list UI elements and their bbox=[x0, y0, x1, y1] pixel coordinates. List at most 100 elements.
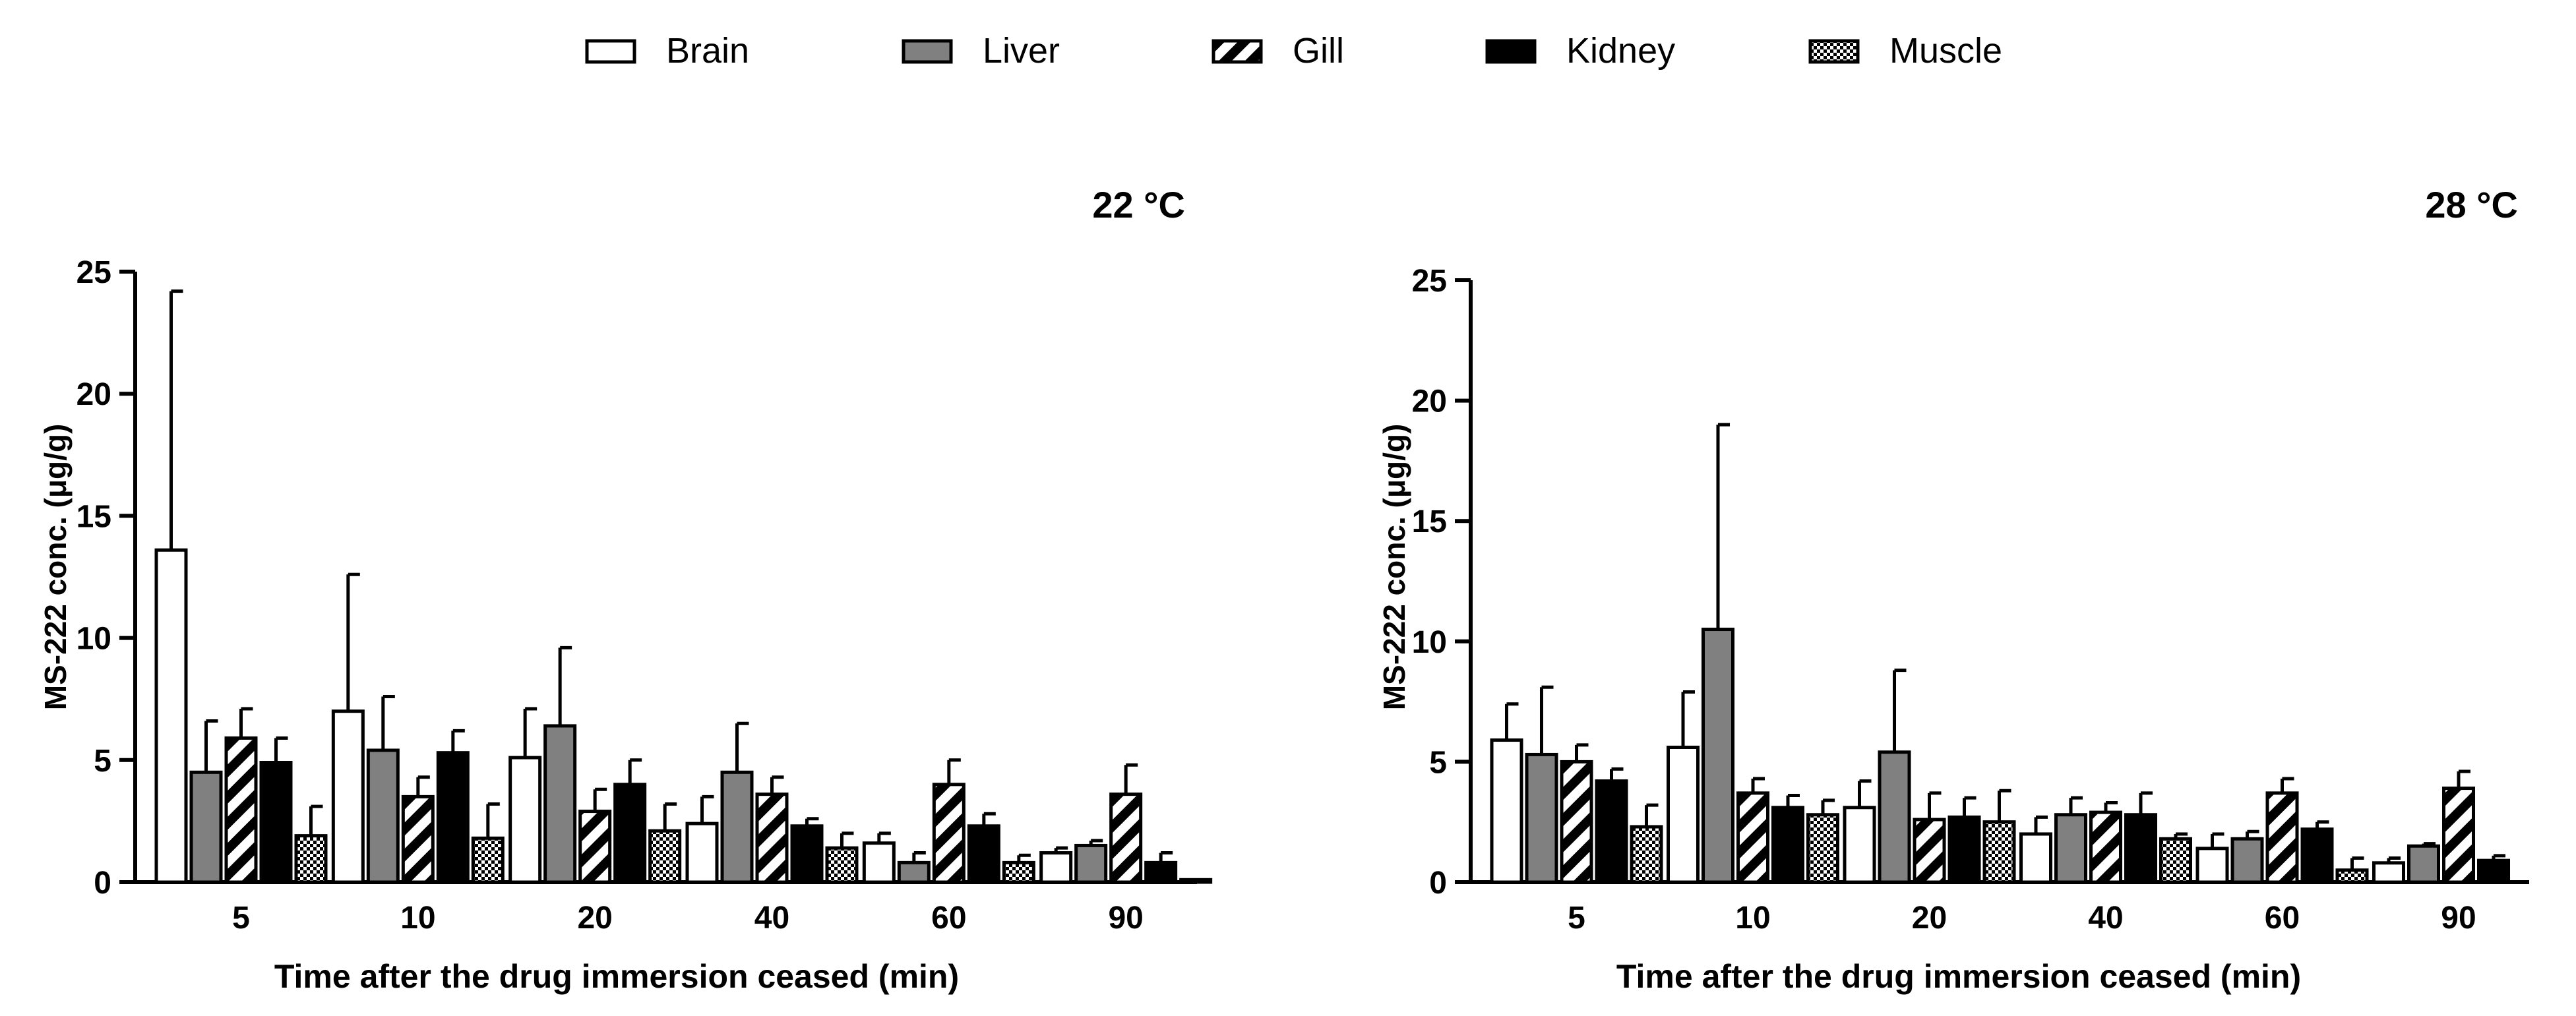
bar-liver-20 bbox=[1878, 750, 1911, 884]
legend-swatch-liver bbox=[902, 39, 953, 64]
bar-brain-5 bbox=[1490, 738, 1523, 884]
bar-liver-10 bbox=[366, 748, 400, 884]
legend-item-muscle: Muscle bbox=[1808, 31, 2002, 71]
legend-swatch-gill bbox=[1211, 39, 1263, 64]
bar-gill-5 bbox=[1560, 760, 1593, 884]
bar-brain-90 bbox=[1039, 851, 1073, 884]
y-tick-label: 10 bbox=[1412, 625, 1447, 660]
bar-muscle-40 bbox=[825, 846, 859, 884]
bar-brain-20 bbox=[1843, 806, 1876, 884]
bar-liver-60 bbox=[897, 860, 931, 884]
legend-label-kidney: Kidney bbox=[1566, 31, 1675, 71]
y-tick-label: 25 bbox=[77, 255, 111, 290]
bar-brain-10 bbox=[331, 709, 365, 884]
bar-gill-20 bbox=[1913, 818, 1946, 884]
bar-muscle-5 bbox=[1630, 825, 1663, 884]
bar-gill-10 bbox=[1736, 791, 1769, 884]
y-tick-label: 20 bbox=[77, 377, 111, 412]
bar-brain-40 bbox=[2019, 832, 2052, 884]
bar-brain-20 bbox=[508, 756, 542, 884]
bar-kidney-5 bbox=[1595, 779, 1628, 884]
bar-kidney-10 bbox=[436, 751, 470, 884]
bar-muscle-60 bbox=[1002, 860, 1035, 884]
bar-kidney-90 bbox=[1144, 860, 1178, 884]
legend-item-liver: Liver bbox=[902, 31, 1060, 71]
chart-panel-28c: 28 °C MS-222 conc. (μg/g) Time after the… bbox=[1377, 184, 2529, 995]
bar-liver-40 bbox=[2054, 813, 2087, 884]
bar-liver-60 bbox=[2230, 837, 2264, 884]
bar-gill-40 bbox=[2089, 810, 2122, 884]
bar-gill-40 bbox=[755, 792, 789, 884]
bar-brain-40 bbox=[685, 822, 719, 884]
bar-kidney-10 bbox=[1771, 806, 1804, 884]
bar-brain-60 bbox=[2195, 847, 2229, 884]
bar-gill-5 bbox=[224, 736, 258, 884]
y-tick-label: 15 bbox=[77, 499, 111, 534]
x-tick-label: 10 bbox=[400, 901, 435, 936]
bar-liver-40 bbox=[720, 770, 754, 884]
legend-item-gill: Gill bbox=[1211, 31, 1344, 71]
x-tick-label: 20 bbox=[1912, 901, 1947, 936]
x-axis-label: Time after the drug immersion ceased (mi… bbox=[274, 958, 959, 995]
legend-item-kidney: Kidney bbox=[1485, 31, 1675, 71]
bar-gill-90 bbox=[1109, 792, 1143, 884]
bar-liver-5 bbox=[189, 770, 223, 884]
bar-brain-60 bbox=[862, 841, 896, 884]
x-tick-label: 40 bbox=[2088, 901, 2123, 936]
legend-swatch-muscle bbox=[1808, 39, 1860, 64]
x-tick-label: 5 bbox=[232, 901, 250, 936]
bar-brain-5 bbox=[154, 548, 188, 884]
legend-swatch-brain bbox=[585, 39, 636, 64]
legend-label-muscle: Muscle bbox=[1889, 31, 2002, 71]
y-axis-label: MS-222 conc. (μg/g) bbox=[1377, 424, 1411, 711]
bar-muscle-10 bbox=[471, 836, 505, 884]
bar-muscle-10 bbox=[1806, 813, 1839, 884]
bar-muscle-60 bbox=[2335, 868, 2369, 884]
legend-label-liver: Liver bbox=[983, 31, 1060, 71]
bar-kidney-60 bbox=[967, 824, 1000, 884]
bar-kidney-20 bbox=[1947, 815, 1981, 884]
bar-brain-90 bbox=[2372, 861, 2405, 884]
x-tick-label: 90 bbox=[1108, 901, 1143, 936]
legend: Brain Liver Gill Kidney Muscle bbox=[585, 31, 2002, 71]
y-tick-label: 20 bbox=[1412, 384, 1447, 419]
legend-swatch-kidney bbox=[1485, 39, 1537, 64]
x-tick-label: 40 bbox=[754, 901, 789, 936]
y-tick-label: 5 bbox=[1429, 745, 1447, 780]
bar-gill-20 bbox=[578, 810, 612, 884]
y-tick-label: 0 bbox=[94, 866, 111, 901]
bar-gill-60 bbox=[2265, 791, 2299, 884]
bar-brain-10 bbox=[1667, 745, 1700, 884]
x-tick-label: 20 bbox=[577, 901, 612, 936]
bar-muscle-90 bbox=[1179, 878, 1213, 884]
x-tick-label: 60 bbox=[931, 901, 966, 936]
x-tick-label: 90 bbox=[2441, 901, 2476, 936]
bar-liver-90 bbox=[1074, 843, 1108, 884]
y-tick-label: 15 bbox=[1412, 504, 1447, 539]
bar-kidney-40 bbox=[2124, 813, 2157, 884]
bar-gill-10 bbox=[401, 794, 435, 884]
bar-muscle-40 bbox=[2159, 837, 2192, 884]
y-tick-label: 25 bbox=[1412, 264, 1447, 299]
bar-kidney-20 bbox=[613, 783, 647, 884]
bar-kidney-5 bbox=[259, 761, 293, 884]
x-axis-label: Time after the drug immersion ceased (mi… bbox=[1616, 958, 2301, 995]
bar-kidney-40 bbox=[790, 824, 824, 884]
bar-kidney-90 bbox=[2477, 858, 2510, 884]
bar-kidney-60 bbox=[2300, 827, 2334, 884]
bar-gill-60 bbox=[932, 783, 966, 884]
chart-panel-22c: 22 °C MS-222 conc. (μg/g) Time after the… bbox=[38, 184, 1213, 995]
legend-item-brain: Brain bbox=[585, 31, 749, 71]
bar-muscle-20 bbox=[1982, 820, 2016, 884]
x-tick-label: 5 bbox=[1568, 901, 1585, 936]
y-tick-label: 0 bbox=[1429, 866, 1447, 901]
bar-liver-5 bbox=[1525, 752, 1558, 884]
legend-label-gill: Gill bbox=[1293, 31, 1344, 71]
x-tick-label: 60 bbox=[2265, 901, 2300, 936]
y-axis-label: MS-222 conc. (μg/g) bbox=[38, 424, 73, 711]
bar-muscle-5 bbox=[294, 834, 328, 884]
chart-title: 28 °C bbox=[2425, 184, 2518, 225]
x-tick-label: 10 bbox=[1735, 901, 1770, 936]
bar-liver-90 bbox=[2407, 844, 2440, 884]
